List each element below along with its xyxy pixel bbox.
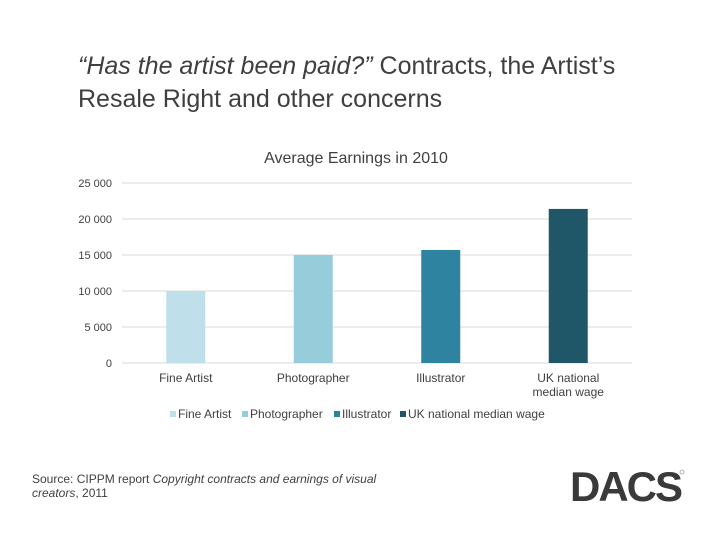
source-suffix: , 2011 <box>75 486 108 500</box>
x-tick-label: Photographer <box>277 371 350 385</box>
slide-title-rest: Contracts, the Artist’s Resale Right and… <box>78 52 616 113</box>
slide-title: “Has the artist been paid?” Contracts, t… <box>78 50 678 116</box>
legend-label: Fine Artist <box>178 407 232 421</box>
bar <box>166 291 206 363</box>
legend-label: Photographer <box>250 407 323 421</box>
legend-label: Illustrator <box>342 407 391 421</box>
dacs-logo: DACS <box>570 463 685 507</box>
y-tick-label: 15 000 <box>78 250 112 262</box>
source-prefix: Source: CIPPM report <box>32 472 153 486</box>
legend-swatch <box>334 411 340 417</box>
legend-swatch <box>170 411 176 417</box>
source-note: Source: CIPPM report Copyright contracts… <box>32 472 422 500</box>
legend-label: UK national median wage <box>408 407 545 421</box>
registered-mark-icon <box>679 469 685 475</box>
y-tick-label: 20 000 <box>78 214 112 226</box>
bar <box>293 255 333 363</box>
chart-title: Average Earnings in 2010 <box>264 150 448 167</box>
x-tick-label: Illustrator <box>416 371 465 385</box>
legend-swatch <box>400 411 406 417</box>
y-tick-label: 0 <box>106 358 112 370</box>
bar <box>548 208 588 363</box>
y-tick-label: 10 000 <box>78 286 112 298</box>
y-tick-label: 5 000 <box>84 322 112 334</box>
bar <box>421 249 461 363</box>
x-tick-label: UK national median wage <box>533 371 605 399</box>
dacs-logo-text: DACS <box>570 463 682 507</box>
source-report-title: Copyright contracts and earnings of visu… <box>32 472 377 500</box>
legend-swatch <box>242 411 248 417</box>
y-tick-label: 25 000 <box>78 178 112 190</box>
slide-title-quote: “Has the artist been paid?” <box>78 52 373 80</box>
x-tick-label: Fine Artist <box>159 371 213 385</box>
